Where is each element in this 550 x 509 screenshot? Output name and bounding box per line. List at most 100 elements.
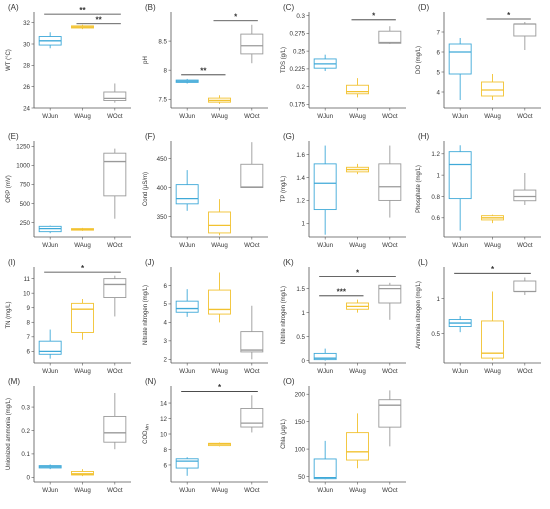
- y-tick-label: 8: [164, 67, 168, 74]
- x-tick-label: WJun: [179, 242, 195, 249]
- x-tick-label: WAug: [74, 113, 91, 120]
- x-tick-label: WJun: [452, 242, 468, 249]
- box-woct: [240, 331, 264, 353]
- y-axis-label: pH: [143, 56, 149, 64]
- y-tick-label: 6: [164, 462, 168, 469]
- y-tick-label: 1.4: [296, 175, 305, 182]
- x-tick-label: WAug: [74, 487, 91, 494]
- box-woct: [378, 163, 402, 201]
- panel-letter: (G): [283, 132, 295, 141]
- x-tick-label: WJun: [42, 368, 58, 375]
- y-tick-label: 1.6: [296, 152, 305, 159]
- x-tick-label: WOct: [382, 368, 398, 375]
- y-tick-label: 250: [20, 220, 31, 227]
- y-tick-label: 750: [20, 182, 31, 189]
- y-tick-label: 2: [164, 357, 168, 364]
- y-tick-label: 0.6: [431, 215, 440, 222]
- panel-a: (A) 24 26 28 30 32 WT (°C) WJun WAug WOct ** **: [6, 3, 131, 120]
- panel-h: (H) 0.6 0.8 1 1.2 Phosphate (mg/L) WJun WAug WOc…: [416, 132, 541, 249]
- box-wjun: [175, 300, 199, 313]
- x-tick-label: WAug: [484, 368, 501, 375]
- y-axis-label: Nitrate nitrogen (mg/L): [143, 285, 149, 345]
- y-tick-label: 0.225: [290, 66, 306, 73]
- x-tick-label: WOct: [244, 368, 260, 375]
- x-tick-label: WJun: [317, 242, 333, 249]
- box-wjun: [38, 340, 62, 355]
- significance-label: *: [234, 13, 238, 22]
- box-wjun: [313, 458, 337, 480]
- y-tick-label: 100: [295, 446, 306, 453]
- x-tick-label: WAug: [74, 242, 91, 249]
- y-tick-label: 30: [23, 41, 30, 48]
- y-tick-label: 0.8: [431, 194, 440, 201]
- x-tick-label: WJun: [179, 487, 195, 494]
- y-axis-label-subscript: Mn: [145, 424, 150, 431]
- x-tick-label: WJun: [317, 487, 333, 494]
- y-tick-label: 0.2: [21, 428, 30, 435]
- x-tick-label: WJun: [42, 242, 58, 249]
- significance-label: *: [81, 264, 85, 273]
- box-waug: [71, 302, 94, 333]
- y-tick-label: 11: [24, 276, 31, 283]
- panel-letter: (D): [418, 3, 429, 12]
- panel-letter: (M): [8, 377, 20, 386]
- panel-k: (K) 0 0.5 1 1.5 Nitrite nitrogen (mg/L) WJun WA…: [281, 258, 406, 375]
- y-tick-label: 200: [295, 392, 306, 399]
- x-tick-label: WOct: [517, 368, 533, 375]
- y-axis-label: TP (mg/L): [281, 176, 287, 203]
- panel-i: (I) 6 7 8 9 10 11 TN (mg/L) WJun WAug WOct *: [6, 258, 131, 375]
- y-tick-label: 7.5: [158, 97, 167, 104]
- box-woct: [103, 415, 127, 443]
- y-tick-label: 8.5: [158, 38, 167, 45]
- y-tick-label: 350: [157, 214, 168, 221]
- x-tick-label: WAug: [349, 113, 366, 120]
- box-waug: [208, 289, 231, 315]
- y-tick-label: 450: [157, 156, 168, 163]
- box-woct: [378, 30, 402, 44]
- y-tick-label: 150: [295, 419, 306, 426]
- box-woct: [378, 399, 402, 428]
- y-tick-label: 6: [437, 49, 441, 56]
- y-tick-label: 1: [437, 296, 441, 303]
- y-tick-label: 0.275: [290, 31, 306, 38]
- x-tick-label: WJun: [179, 113, 195, 120]
- y-tick-label: 500: [20, 201, 31, 208]
- y-tick-label: 0.2: [296, 84, 305, 91]
- x-tick-label: WOct: [244, 113, 260, 120]
- y-tick-label: 0.5: [296, 334, 305, 341]
- y-tick-label: 0.25: [293, 48, 306, 55]
- y-tick-label: 0.3: [21, 404, 30, 411]
- panel-letter: (O): [283, 377, 295, 386]
- box-woct: [513, 280, 537, 292]
- significance-label: ***: [337, 288, 347, 297]
- x-tick-label: WJun: [42, 113, 58, 120]
- box-woct: [240, 33, 264, 55]
- y-tick-label: 8: [164, 447, 168, 454]
- box-woct: [240, 163, 264, 188]
- x-tick-label: WOct: [382, 242, 398, 249]
- y-tick-label: 1: [437, 172, 441, 179]
- x-tick-label: WOct: [107, 113, 123, 120]
- y-axis-label: WT (°C): [6, 49, 12, 71]
- y-axis-label: ORP (mV): [6, 175, 12, 203]
- y-tick-label: 4: [437, 89, 441, 96]
- y-tick-label: 6: [164, 283, 168, 290]
- y-tick-label: 10: [23, 290, 30, 297]
- x-tick-label: WOct: [244, 487, 260, 494]
- x-tick-label: WAug: [349, 487, 366, 494]
- panel-f: (F) 350 400 450 Cond (μS/m) WJun WAug WOct: [143, 132, 268, 249]
- y-tick-label: 50: [298, 474, 305, 481]
- y-tick-label: 9: [27, 305, 31, 312]
- y-tick-label: 3: [164, 338, 168, 345]
- panel-g: (G) 1 1.2 1.4 1.6 TP (mg/L) WJun WAug WOct: [281, 132, 406, 249]
- y-tick-label: 0.1: [21, 451, 30, 458]
- y-tick-label: 0.3: [296, 13, 305, 20]
- significance-label: *: [372, 12, 376, 21]
- x-tick-label: WOct: [517, 242, 533, 249]
- box-wjun: [448, 43, 472, 75]
- panel-letter: (C): [283, 3, 294, 12]
- panel-l: (L) 0.5 1 Ammonia nitrogen (mg/L) WJun WAug WO…: [416, 258, 541, 375]
- x-tick-label: WJun: [179, 368, 195, 375]
- y-tick-label: 5: [437, 69, 441, 76]
